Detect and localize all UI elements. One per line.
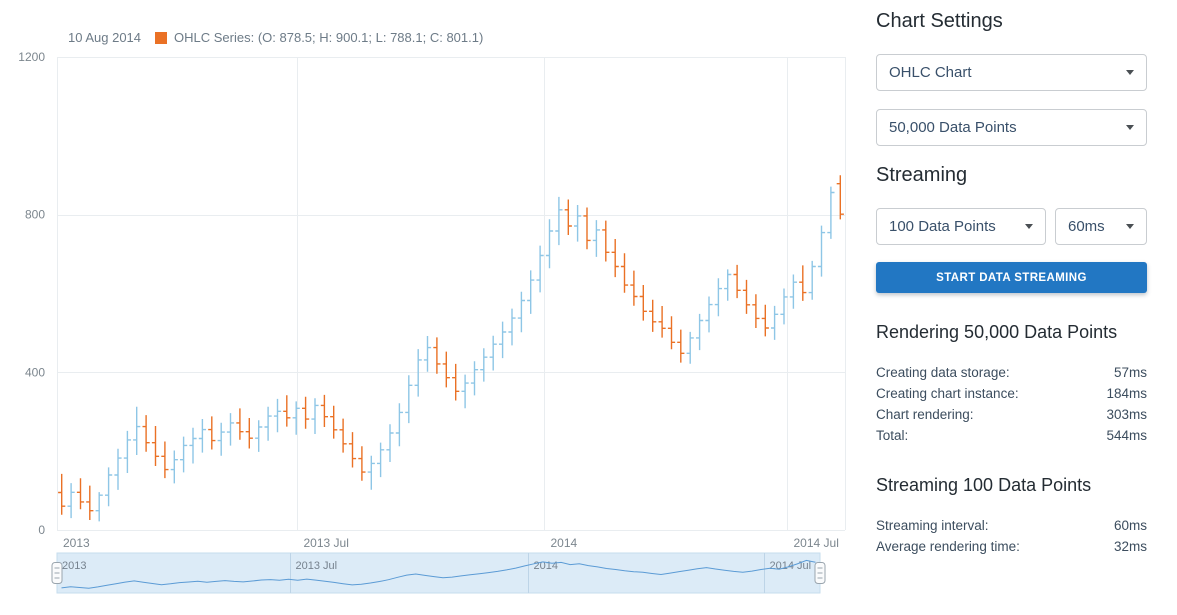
rendering-stats: Creating data storage: 57ms Creating cha… [876, 362, 1147, 446]
navigator-axis-label: 2014 [534, 560, 558, 572]
y-axis-label: 800 [25, 208, 45, 222]
stat-value: 544ms [1106, 428, 1147, 443]
stat-label: Total: [876, 428, 909, 443]
stat-value: 303ms [1106, 407, 1147, 422]
gridlines [57, 57, 846, 531]
legend-series-label: OHLC Series: (O: 878.5; H: 900.1; L: 788… [174, 30, 484, 45]
start-streaming-button[interactable]: START DATA STREAMING [876, 262, 1147, 293]
streaming-stats: Streaming interval: 60ms Average renderi… [876, 515, 1147, 557]
stream-interval-value: 60ms [1068, 218, 1105, 235]
x-axis-label: 2013 Jul [304, 536, 349, 550]
stat-row: Chart rendering: 303ms [876, 404, 1147, 425]
stream-interval-dropdown[interactable]: 60ms [1055, 208, 1147, 245]
stat-label: Chart rendering: [876, 407, 974, 422]
range-handle-left[interactable] [51, 562, 63, 584]
rendering-section-title: Rendering 50,000 Data Points [876, 322, 1118, 342]
stat-value: 60ms [1113, 518, 1147, 533]
chart-type-value: OHLC Chart [889, 64, 972, 81]
data-points-dropdown[interactable]: 50,000 Data Points [876, 109, 1147, 146]
chevron-down-icon [1126, 125, 1134, 130]
stat-label: Streaming interval: [876, 518, 989, 533]
stream-points-value: 100 Data Points [889, 218, 996, 235]
navigator-selected-range[interactable] [56, 552, 821, 594]
stat-label: Creating chart instance: [876, 386, 1019, 401]
chart-legend: 10 Aug 2014 OHLC Series: (O: 878.5; H: 9… [68, 30, 483, 45]
stream-points-dropdown[interactable]: 100 Data Points [876, 208, 1046, 245]
ohlc-series [58, 175, 844, 522]
navigator-axis-label: 2013 Jul [296, 560, 338, 572]
chevron-down-icon [1126, 224, 1134, 229]
chart-region: 0 400 800 1200 2013 2013 Jul 2014 2014 Jul 10 A… [0, 0, 862, 598]
stat-row: Average rendering time: 32ms [876, 536, 1147, 557]
stat-row: Creating chart instance: 184ms [876, 383, 1147, 404]
chevron-down-icon [1025, 224, 1033, 229]
legend-item-ohlc-series[interactable]: OHLC Series: (O: 878.5; H: 900.1; L: 788… [155, 30, 483, 45]
stat-row: Creating data storage: 57ms [876, 362, 1147, 383]
stat-value: 184ms [1106, 386, 1147, 401]
settings-panel: Chart Settings OHLC Chart 50,000 Data Po… [876, 0, 1147, 557]
crosshair-date-label: 10 Aug 2014 [68, 30, 142, 45]
y-axis-label: 400 [25, 365, 45, 379]
x-axis-label: 2013 [63, 536, 90, 550]
data-points-value: 50,000 Data Points [889, 119, 1017, 136]
ohlc-chart[interactable]: 0 400 800 1200 2013 2013 Jul 2014 2014 Jul [0, 0, 862, 550]
chart-type-dropdown[interactable]: OHLC Chart [876, 54, 1147, 91]
x-axis-label: 2014 [551, 536, 578, 550]
chevron-down-icon [1126, 70, 1134, 75]
streaming-title: Streaming [876, 164, 968, 186]
stat-row: Total: 544ms [876, 425, 1147, 446]
stat-value: 57ms [1113, 365, 1147, 380]
streaming-dropdown-row: 100 Data Points 60ms [876, 208, 1147, 245]
stat-value: 32ms [1113, 539, 1147, 554]
y-axis-label: 1200 [18, 50, 45, 64]
series-color-swatch [155, 31, 168, 44]
stat-row: Streaming interval: 60ms [876, 515, 1147, 536]
streaming-section-title: Streaming 100 Data Points [876, 475, 1092, 495]
stat-label: Creating data storage: [876, 365, 1010, 380]
navigator-axis-label: 2013 [62, 560, 86, 572]
panel-title: Chart Settings [876, 10, 1003, 32]
range-handle-right[interactable] [814, 562, 826, 584]
navigator-preview-line [61, 559, 816, 589]
range-navigator[interactable]: 2013 2013 Jul 2014 2014 Jul [0, 550, 862, 598]
x-axis-label: 2014 Jul [794, 536, 839, 550]
y-axis-label: 0 [38, 523, 45, 537]
stat-label: Average rendering time: [876, 539, 1020, 554]
